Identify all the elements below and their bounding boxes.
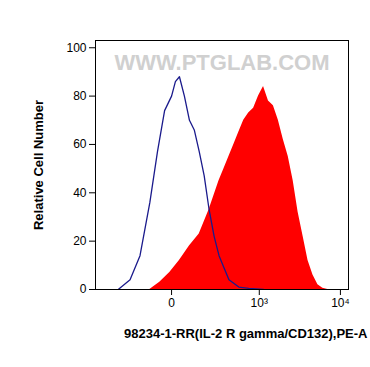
- svg-text:0: 0: [168, 296, 175, 310]
- svg-text:0: 0: [80, 282, 87, 296]
- svg-text:98234-1-RR(IL-2 R gamma/CD132): 98234-1-RR(IL-2 R gamma/CD132),PE-A: [124, 326, 368, 341]
- svg-text:60: 60: [73, 137, 87, 151]
- svg-text:10⁴: 10⁴: [331, 296, 350, 310]
- svg-text:80: 80: [73, 89, 87, 103]
- svg-text:10³: 10³: [251, 296, 268, 310]
- svg-text:40: 40: [73, 186, 87, 200]
- svg-text:100: 100: [66, 41, 86, 55]
- svg-text:Relative Cell Number: Relative Cell Number: [31, 100, 46, 230]
- svg-text:WWW.PTGLAB.COM: WWW.PTGLAB.COM: [114, 50, 329, 75]
- svg-text:20: 20: [73, 234, 87, 248]
